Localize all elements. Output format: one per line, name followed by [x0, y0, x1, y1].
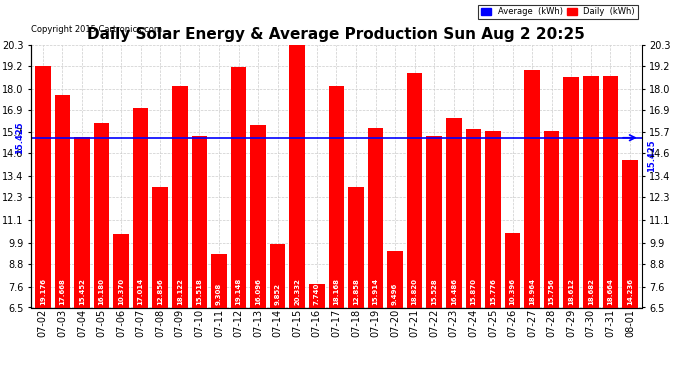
Text: 16.180: 16.180 [99, 278, 104, 304]
Bar [55, 95, 70, 308]
Text: 16.096: 16.096 [255, 278, 261, 304]
Bar [192, 136, 207, 308]
Text: 19.176: 19.176 [40, 278, 46, 304]
Text: 18.664: 18.664 [607, 278, 613, 304]
Text: 9.308: 9.308 [216, 282, 222, 304]
Text: 15.756: 15.756 [549, 278, 555, 304]
Bar [446, 117, 462, 308]
Bar [348, 186, 364, 308]
Bar [426, 136, 442, 308]
Bar [211, 254, 227, 308]
Bar [309, 284, 324, 308]
Text: 17.014: 17.014 [137, 278, 144, 304]
Text: 15.914: 15.914 [373, 278, 379, 304]
Bar [35, 66, 50, 308]
Text: 16.486: 16.486 [451, 278, 457, 304]
Bar [132, 108, 148, 307]
Text: Copyright 2015 Cartronics.com: Copyright 2015 Cartronics.com [31, 26, 162, 34]
Text: 15.776: 15.776 [490, 278, 496, 304]
Bar [504, 233, 520, 308]
Bar [368, 128, 384, 308]
Text: 15.425: 15.425 [647, 140, 656, 172]
Text: 12.856: 12.856 [157, 278, 164, 304]
Title: Daily Solar Energy & Average Production Sun Aug 2 20:25: Daily Solar Energy & Average Production … [88, 27, 585, 42]
Bar [622, 160, 638, 308]
Text: 9.852: 9.852 [275, 283, 281, 304]
Bar [328, 86, 344, 308]
Text: 18.820: 18.820 [412, 278, 417, 304]
Bar [407, 73, 422, 308]
Bar [466, 129, 481, 308]
Text: 15.528: 15.528 [431, 278, 437, 304]
Text: 15.870: 15.870 [471, 278, 476, 304]
Bar [270, 244, 286, 308]
Legend: Average  (kWh), Daily  (kWh): Average (kWh), Daily (kWh) [478, 4, 638, 18]
Text: 18.964: 18.964 [529, 278, 535, 304]
Bar [172, 86, 188, 308]
Text: 12.858: 12.858 [353, 278, 359, 304]
Bar [74, 137, 90, 308]
Text: 14.236: 14.236 [627, 278, 633, 304]
Text: 7.740: 7.740 [314, 282, 319, 304]
Bar [544, 131, 560, 308]
Bar [602, 76, 618, 308]
Text: 18.168: 18.168 [333, 278, 339, 304]
Text: 17.668: 17.668 [59, 278, 66, 304]
Text: 10.370: 10.370 [118, 278, 124, 304]
Bar [250, 125, 266, 308]
Bar [230, 67, 246, 308]
Bar [387, 251, 403, 308]
Bar [524, 70, 540, 308]
Text: 15.518: 15.518 [197, 278, 202, 304]
Text: 10.396: 10.396 [509, 278, 515, 304]
Text: 20.332: 20.332 [294, 278, 300, 304]
Bar [113, 234, 129, 308]
Text: 15.425: 15.425 [14, 122, 24, 154]
Text: 9.496: 9.496 [392, 282, 398, 304]
Bar [289, 44, 305, 308]
Bar [152, 187, 168, 308]
Bar [583, 76, 599, 307]
Bar [485, 131, 501, 308]
Text: 18.612: 18.612 [569, 278, 574, 304]
Text: 15.452: 15.452 [79, 278, 85, 304]
Text: 18.122: 18.122 [177, 278, 183, 304]
Text: 18.682: 18.682 [588, 278, 594, 304]
Text: 19.148: 19.148 [235, 278, 242, 304]
Bar [564, 77, 579, 308]
Bar [94, 123, 109, 308]
